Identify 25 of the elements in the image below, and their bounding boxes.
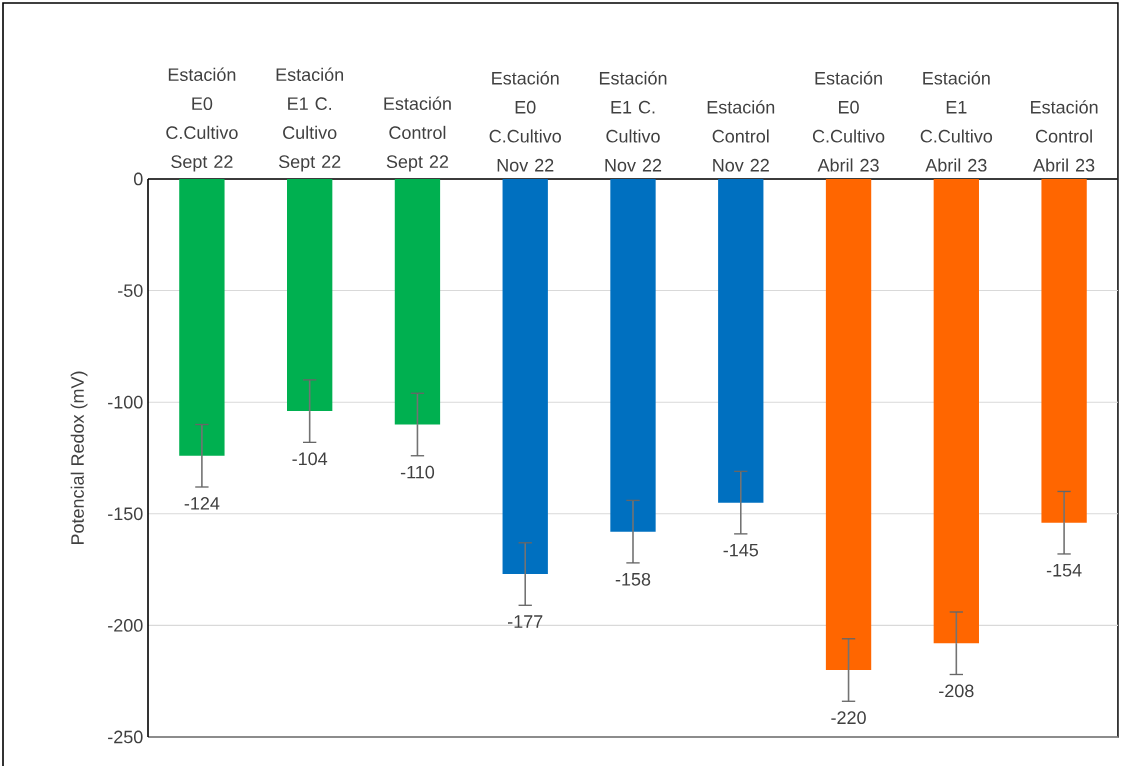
data-label: -220: [831, 711, 866, 725]
data-label: -104: [292, 452, 328, 466]
x-tick-label: Estación E1 C.Cultivo Abril 23: [920, 71, 993, 172]
x-tick-label: Estación Control Abril 23: [1031, 100, 1098, 172]
x-tick-label: Estación Control Sept 22: [384, 96, 451, 172]
y-tick-label: -50: [118, 284, 143, 297]
data-label: -110: [400, 465, 435, 479]
x-tick-label: Estación E1 C. Cultivo Nov 22: [599, 71, 667, 172]
x-tick-label: Estación Control Nov 22: [707, 100, 775, 172]
x-tick-label: Estación E0 C.Cultivo Sept 22: [166, 67, 238, 172]
y-tick-label: -150: [108, 507, 143, 521]
data-label: -154: [1046, 564, 1082, 577]
y-tick-label: -100: [108, 395, 143, 409]
y-tick-label: 0: [133, 172, 143, 186]
y-tick-label: -250: [108, 730, 143, 744]
data-label: -124: [184, 497, 220, 510]
data-label: -145: [723, 543, 759, 557]
data-label: -158: [615, 572, 651, 586]
data-label: -208: [939, 684, 974, 698]
y-axis-title: Potencial Redox (mV): [70, 371, 88, 545]
x-tick-label: Estación E1 C. Cultivo Sept 22: [276, 67, 344, 172]
data-label: -177: [508, 615, 543, 628]
y-tick-label: -200: [108, 619, 143, 632]
x-tick-label: Estación E0 C.Cultivo Nov 22: [489, 71, 561, 172]
x-tick-label: Estación E0 C.Cultivo Abril 23: [812, 71, 885, 172]
